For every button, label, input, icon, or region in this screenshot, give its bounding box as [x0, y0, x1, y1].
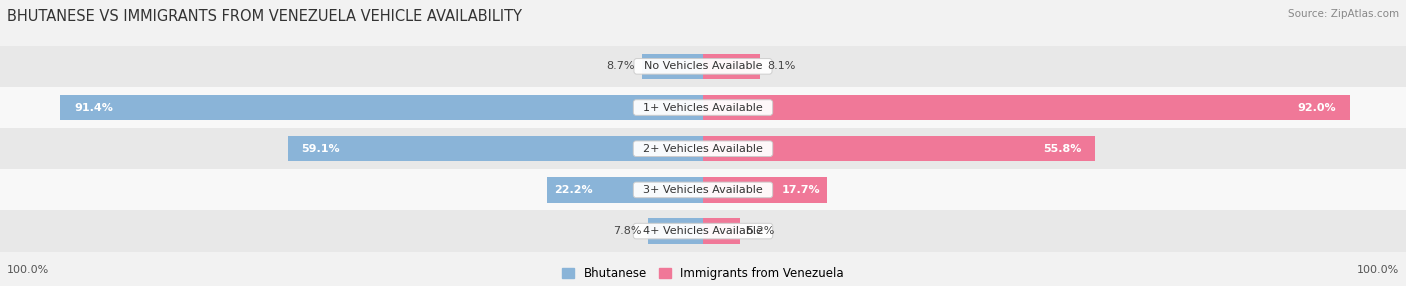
Bar — [0, 169, 1406, 210]
Text: 2+ Vehicles Available: 2+ Vehicles Available — [636, 144, 770, 154]
Text: 8.1%: 8.1% — [768, 61, 796, 71]
Text: BHUTANESE VS IMMIGRANTS FROM VENEZUELA VEHICLE AVAILABILITY: BHUTANESE VS IMMIGRANTS FROM VENEZUELA V… — [7, 9, 522, 23]
Text: 7.8%: 7.8% — [613, 226, 641, 236]
Bar — [703, 95, 1350, 120]
Text: 59.1%: 59.1% — [301, 144, 340, 154]
Bar — [0, 128, 1406, 169]
Bar — [703, 218, 740, 244]
Text: 100.0%: 100.0% — [7, 265, 49, 275]
Bar — [643, 53, 703, 79]
Bar — [0, 87, 1406, 128]
Text: 91.4%: 91.4% — [75, 103, 114, 112]
Text: 1+ Vehicles Available: 1+ Vehicles Available — [636, 103, 770, 112]
Text: 92.0%: 92.0% — [1298, 103, 1336, 112]
Bar — [703, 136, 1095, 162]
Text: 8.7%: 8.7% — [606, 61, 636, 71]
Text: 55.8%: 55.8% — [1043, 144, 1081, 154]
Text: Source: ZipAtlas.com: Source: ZipAtlas.com — [1288, 9, 1399, 19]
Bar — [648, 218, 703, 244]
Text: 22.2%: 22.2% — [554, 185, 592, 195]
Text: 4+ Vehicles Available: 4+ Vehicles Available — [636, 226, 770, 236]
Bar — [547, 177, 703, 203]
Text: 5.2%: 5.2% — [747, 226, 775, 236]
Bar — [287, 136, 703, 162]
Bar — [60, 95, 703, 120]
Text: 100.0%: 100.0% — [1357, 265, 1399, 275]
Bar — [0, 210, 1406, 252]
Bar — [703, 53, 759, 79]
Bar — [703, 177, 827, 203]
Text: 3+ Vehicles Available: 3+ Vehicles Available — [636, 185, 770, 195]
Text: 17.7%: 17.7% — [782, 185, 821, 195]
Bar — [0, 46, 1406, 87]
Text: No Vehicles Available: No Vehicles Available — [637, 61, 769, 71]
Legend: Bhutanese, Immigrants from Venezuela: Bhutanese, Immigrants from Venezuela — [562, 267, 844, 280]
